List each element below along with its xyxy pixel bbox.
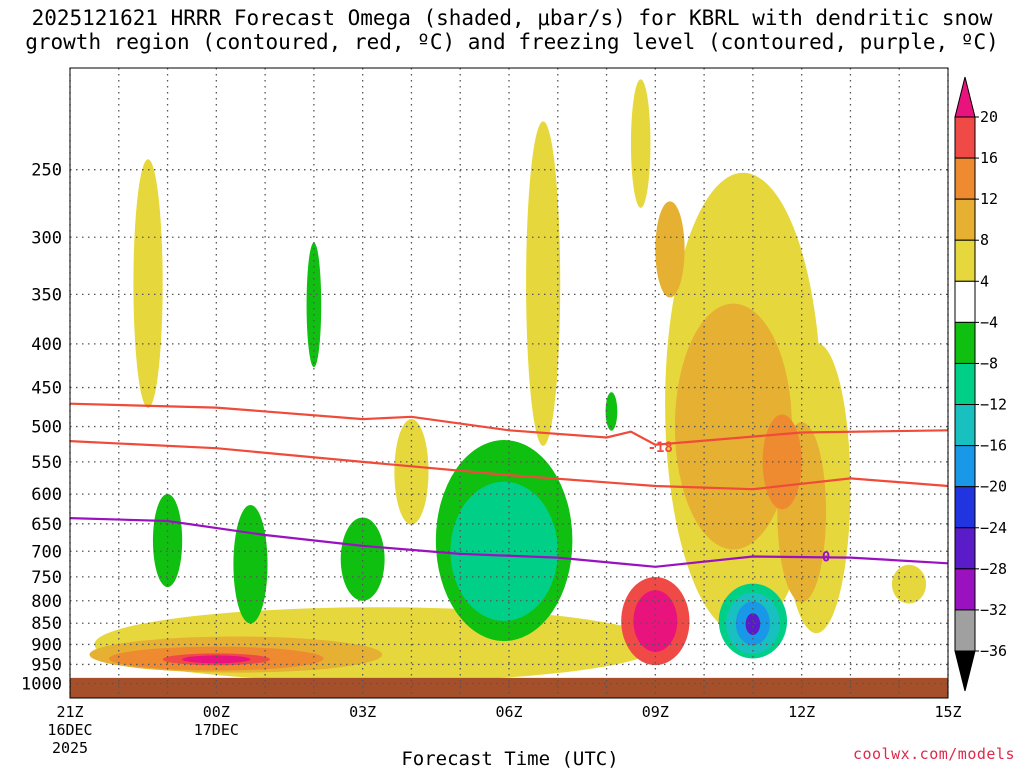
y-tick-500: 500: [31, 418, 62, 438]
colorbar-segment-4: [954, 280, 976, 323]
y-tick-250: 250: [31, 161, 62, 181]
colorbar: 20 16 12 8 4 −4 −8 −12 −16 −20 −24 −28 −32 −36: [954, 76, 1007, 692]
colorbar-label-8: −16: [980, 437, 1007, 455]
x-tick-12-line0: 09Z: [642, 703, 669, 721]
colorbar-segment-11: [954, 568, 976, 611]
colorbar-segment-10: [954, 527, 976, 570]
colorbar-segment-1: [954, 157, 976, 200]
y-tick-700: 700: [31, 542, 62, 562]
chart-title: 2025121621 HRRR Forecast Omega (shaded, …: [0, 6, 1024, 54]
contour-lines: -18 0: [70, 402, 948, 568]
colorbar-segment-9: [954, 486, 976, 529]
omega-region-neg4-13: [605, 392, 618, 431]
x-tick-3-line0: 00Z: [203, 703, 230, 721]
y-tick-750: 750: [31, 568, 62, 588]
omega-region-neg4-9: [233, 505, 268, 624]
x-tick-9-line0: 06Z: [495, 703, 522, 721]
omega-region-pos4-1: [630, 79, 651, 208]
colorbar-top-triangle: [954, 76, 976, 118]
surface-terrain: [70, 677, 948, 698]
colorbar-segment-2: [954, 198, 976, 241]
colorbar-label-9: −20: [980, 478, 1007, 496]
colorbar-label-2: 12: [980, 190, 998, 208]
omega-region-pos12-20: [762, 414, 802, 510]
omega-region-pos4-3: [394, 419, 429, 525]
colorbar-label-10: −24: [980, 519, 1007, 537]
y-tick-800: 800: [31, 592, 62, 612]
contour-line-1: [70, 440, 948, 491]
x-tick-3-line1: 17DEC: [194, 721, 239, 739]
omega-region-pos20-27: [182, 655, 251, 664]
colorbar-label-5: −4: [980, 313, 998, 331]
y-tick-400: 400: [31, 335, 62, 355]
y-tick-300: 300: [31, 228, 62, 248]
colorbar-segment-8: [954, 445, 976, 488]
y-tick-950: 950: [31, 655, 62, 675]
x-tick-0-line2: 2025: [52, 739, 88, 757]
plot-frame: [69, 67, 949, 699]
colorbar-label-4: 4: [980, 272, 989, 290]
colorbar-label-1: 16: [980, 149, 998, 167]
colorbar-segment-3: [954, 239, 976, 282]
x-tick-15-line0: 12Z: [788, 703, 815, 721]
omega-region-neg24-28: [745, 613, 761, 635]
y-tick-550: 550: [31, 453, 62, 473]
omega-region-neg4-8: [152, 493, 183, 588]
colorbar-label-3: 8: [980, 231, 989, 249]
x-axis-label: Forecast Time (UTC): [401, 748, 618, 768]
y-tick-600: 600: [31, 485, 62, 505]
y-tick-1000: 1000: [21, 674, 62, 694]
contour-line-0: [70, 402, 948, 446]
colorbar-segment-5: [954, 321, 976, 364]
omega-region-pos4-6: [891, 564, 927, 604]
contour-label-2: 0: [822, 550, 830, 566]
colorbar-segment-6: [954, 362, 976, 406]
colorbar-segment-7: [954, 404, 976, 447]
colorbar-label-12: −32: [980, 601, 1007, 619]
omega-region-neg4-10: [306, 242, 322, 368]
chart-title-line1: 2025121621 HRRR Forecast Omega (shaded, …: [31, 6, 993, 30]
omega-region-pos4-0: [133, 159, 163, 409]
colorbar-segment-0: [954, 116, 976, 159]
contour-line-2: [70, 517, 948, 568]
omega-region-neg8-18: [450, 481, 558, 621]
colorbar-bottom-triangle: [954, 650, 976, 692]
grid-lines: [69, 68, 949, 698]
chart-title-line2: growth region (contoured, red, ºC) and f…: [25, 30, 999, 54]
colorbar-label-0: 20: [980, 108, 998, 126]
surface-band: [70, 677, 948, 698]
contour-label-1: -18: [648, 440, 673, 456]
colorbar-label-7: −12: [980, 396, 1007, 414]
omega-region-pos4-2: [526, 121, 561, 446]
colorbar-segment-12: [954, 609, 976, 652]
x-tick-0-line0: 21Z: [56, 703, 83, 721]
x-tick-18-line0: 15Z: [934, 703, 961, 721]
omega-region-neg4-11: [340, 517, 385, 601]
colorbar-label-11: −28: [980, 560, 1007, 578]
x-tick-0-line1: 16DEC: [47, 721, 92, 739]
x-tick-6-line0: 03Z: [349, 703, 376, 721]
credit-link[interactable]: coolwx.com/models: [853, 745, 1015, 763]
omega-shading: [89, 79, 927, 682]
y-tick-350: 350: [31, 285, 62, 305]
colorbar-label-13: −36: [980, 642, 1007, 660]
y-tick-850: 850: [31, 614, 62, 634]
y-tick-900: 900: [31, 635, 62, 655]
y-tick-650: 650: [31, 515, 62, 535]
y-tick-450: 450: [31, 379, 62, 399]
y-axis-ticks: 2503003504004505005506006507007508008509…: [21, 161, 62, 695]
colorbar-label-6: −8: [980, 354, 998, 372]
omega-region-pos8-14: [655, 201, 685, 298]
